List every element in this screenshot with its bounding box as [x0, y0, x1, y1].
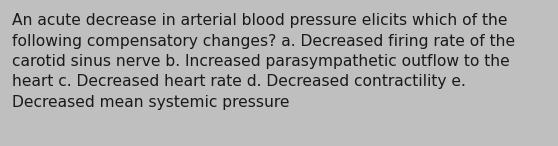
Text: An acute decrease in arterial blood pressure elicits which of the
following comp: An acute decrease in arterial blood pres…	[12, 13, 516, 110]
